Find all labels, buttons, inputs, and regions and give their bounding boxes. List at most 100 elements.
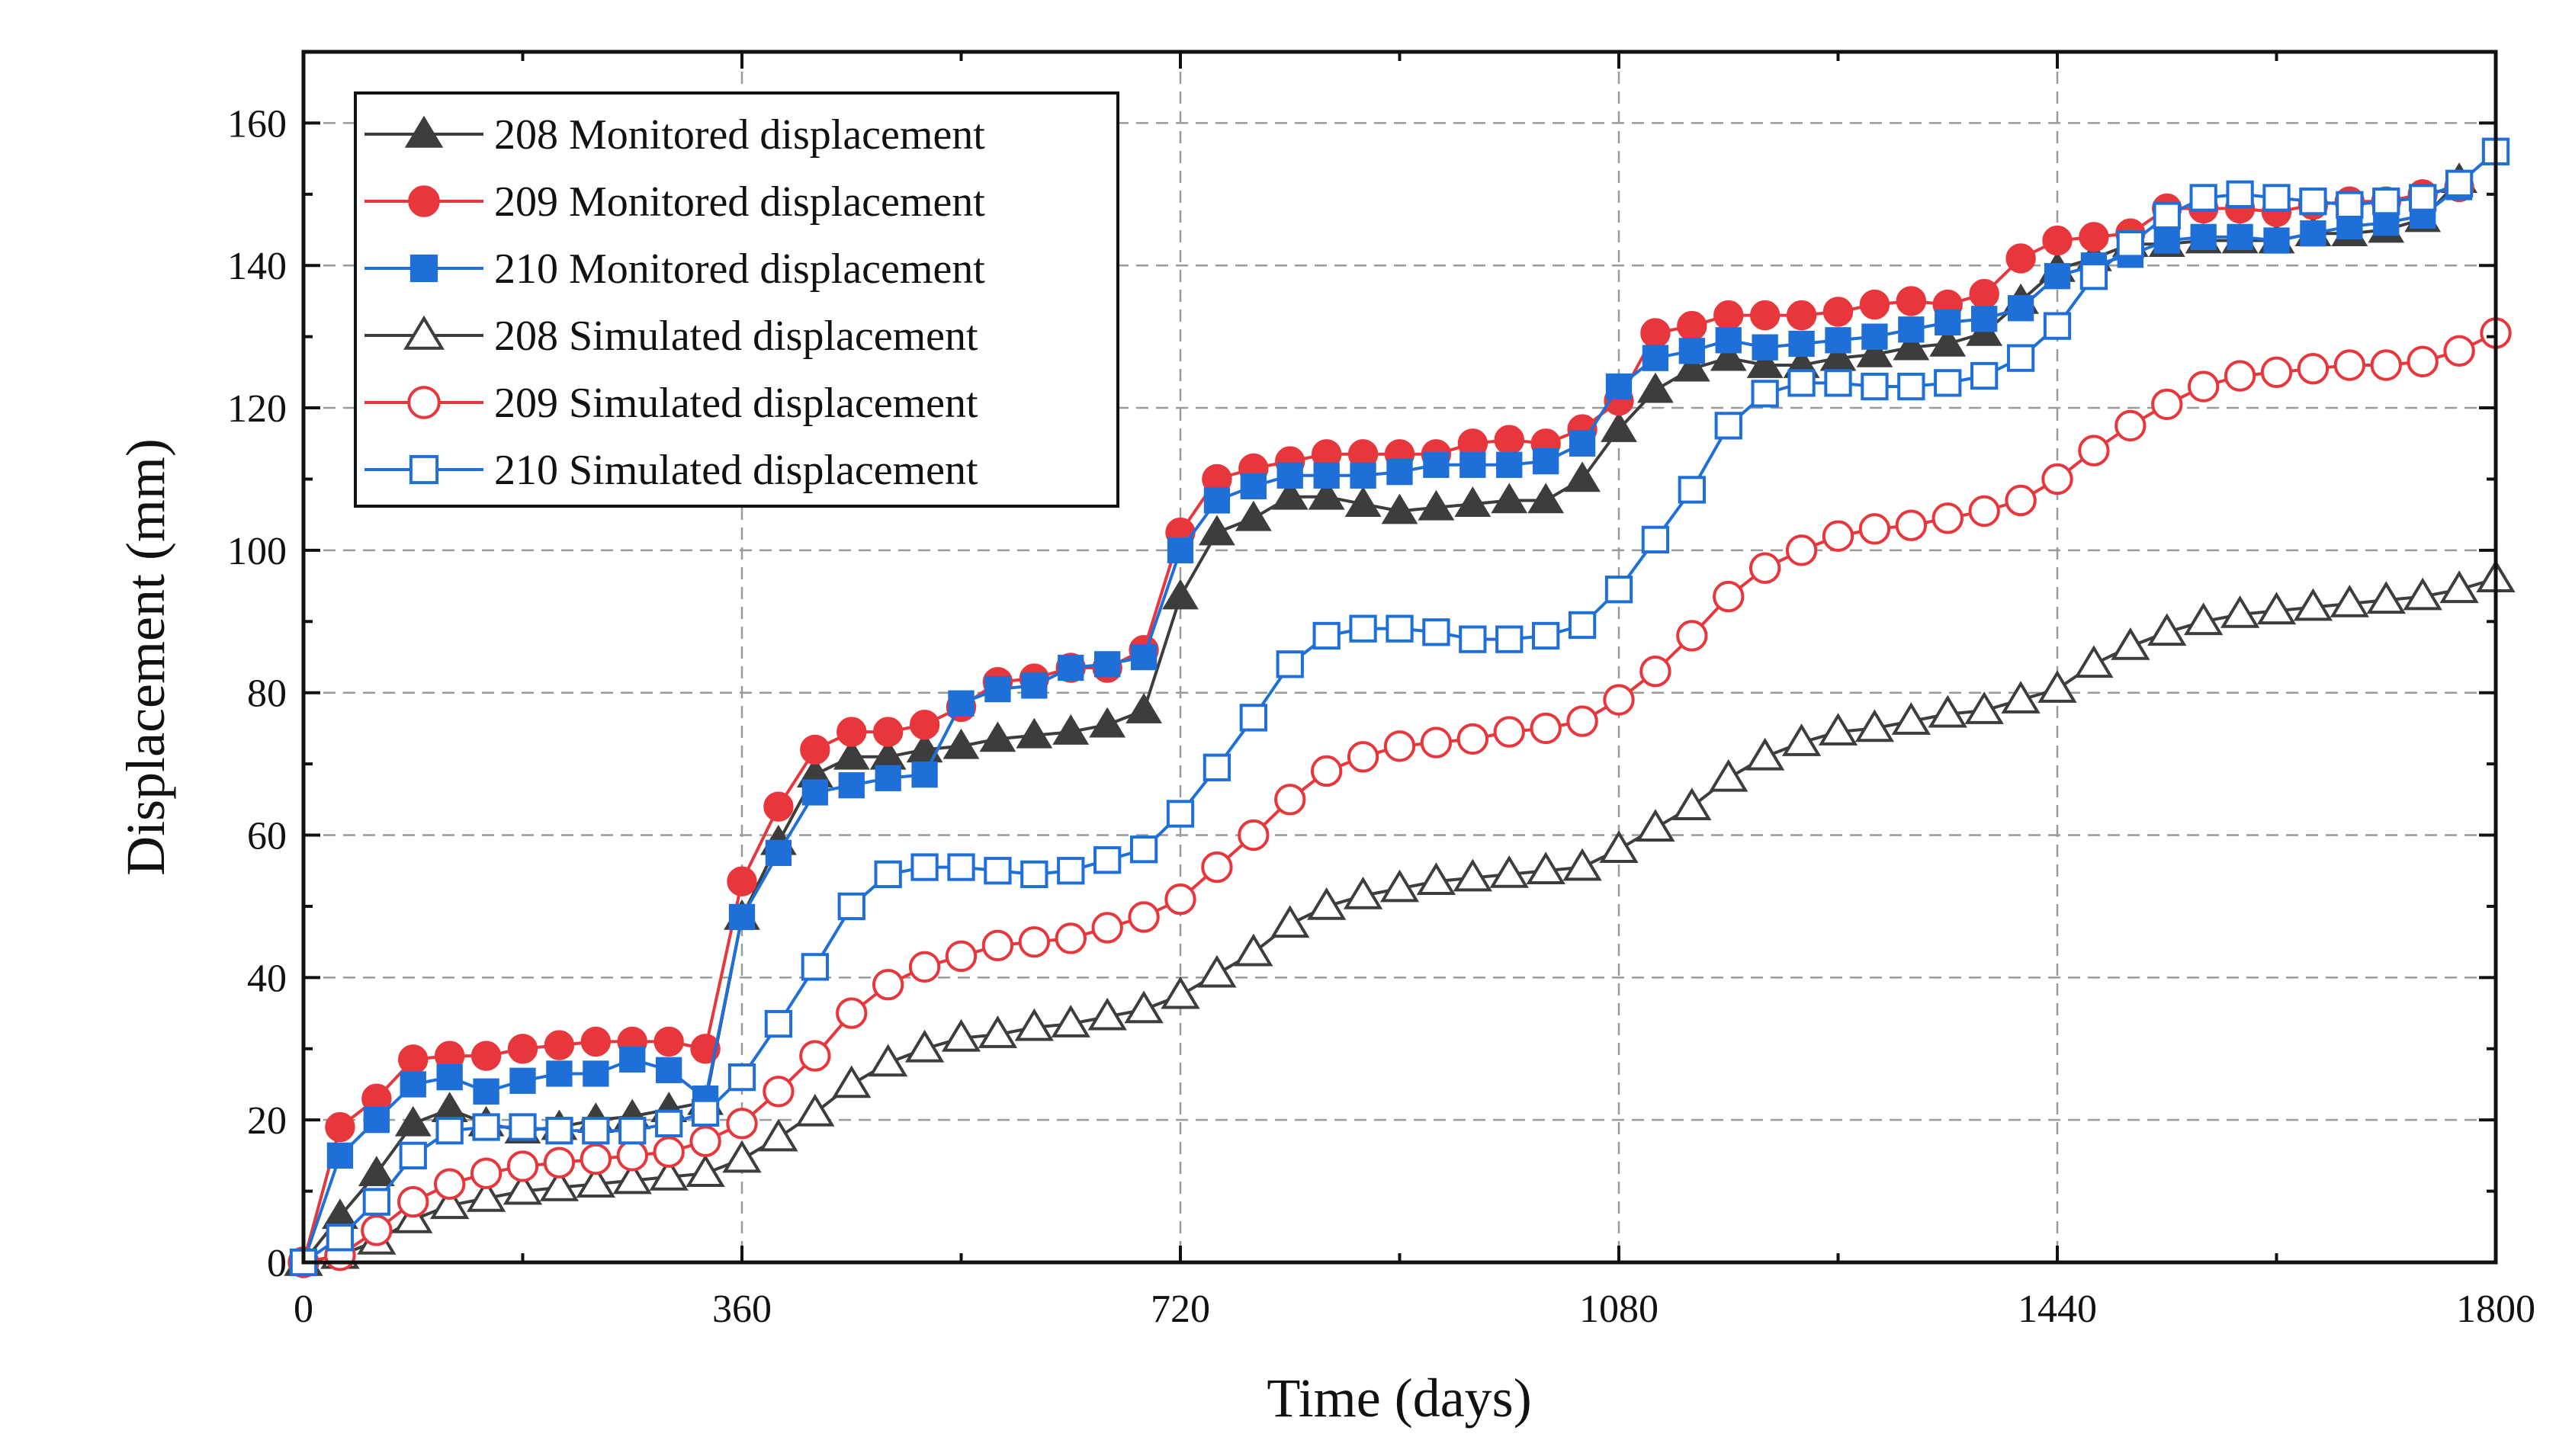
data-point — [2043, 312, 2072, 340]
data-point — [686, 1154, 725, 1188]
data-point — [466, 1179, 506, 1212]
data-point — [838, 771, 865, 799]
data-point — [1640, 318, 1671, 348]
data-point — [1713, 580, 1745, 613]
data-point — [1495, 625, 1524, 653]
data-point — [2226, 180, 2254, 208]
data-point — [1532, 621, 1560, 650]
data-point — [1235, 500, 1272, 531]
data-point — [326, 1223, 355, 1252]
data-point — [1929, 326, 1967, 357]
data-point — [1420, 726, 1453, 758]
data-point — [1014, 1008, 1054, 1041]
data-point — [1637, 372, 1674, 403]
data-point — [580, 1143, 612, 1175]
data-point — [1530, 712, 1562, 745]
data-point — [1021, 672, 1048, 699]
data-point — [795, 1093, 835, 1127]
data-point — [2445, 169, 2474, 197]
data-point — [1714, 412, 1742, 440]
data-point — [2336, 191, 2364, 219]
data-point — [436, 1063, 463, 1091]
data-point — [1642, 345, 1669, 371]
legend-label: 209 Simulated displacement — [494, 380, 978, 427]
data-point — [433, 1168, 466, 1200]
data-point — [2299, 188, 2327, 216]
data-point — [2037, 670, 2077, 703]
data-point — [1749, 300, 1781, 331]
data-point — [1824, 369, 1852, 397]
data-point — [655, 1109, 683, 1137]
data-point — [1786, 300, 1817, 331]
y-tick-label: 40 — [247, 957, 287, 1000]
data-point — [1787, 369, 1816, 397]
legend-marker — [409, 454, 439, 485]
data-point — [1569, 430, 1596, 457]
data-point — [1130, 643, 1158, 671]
data-point — [911, 761, 938, 788]
data-point — [1270, 905, 1310, 938]
data-point — [1601, 412, 1637, 442]
data-point — [509, 1067, 536, 1094]
data-point — [583, 1060, 609, 1087]
plot-series — [284, 137, 2516, 1278]
data-point — [2187, 370, 2220, 402]
legend-marker — [408, 185, 440, 217]
legend-label: 208 Simulated displacement — [494, 313, 978, 360]
data-point — [1856, 336, 1893, 367]
data-point — [1713, 300, 1744, 331]
data-point — [1203, 753, 1231, 781]
data-point — [1677, 310, 1707, 342]
x-axis-title: Time (days) — [1267, 1368, 1531, 1429]
data-point — [1166, 800, 1195, 828]
data-point — [1016, 717, 1053, 749]
data-point — [1822, 520, 1854, 552]
data-point — [2078, 435, 2110, 467]
data-point — [904, 1029, 945, 1063]
data-point — [1599, 830, 1639, 864]
data-point — [979, 721, 1016, 752]
data-point — [1605, 373, 1633, 400]
data-point — [2297, 352, 2330, 385]
data-point — [361, 1214, 393, 1246]
x-tick-label: 360 — [712, 1288, 772, 1331]
data-point — [945, 940, 978, 973]
data-point — [1898, 316, 1925, 343]
data-point — [1199, 515, 1235, 546]
data-point — [801, 779, 828, 806]
data-point — [2190, 223, 2217, 251]
data-point — [1568, 611, 1597, 640]
data-point — [400, 1071, 426, 1098]
data-point — [1276, 650, 1304, 678]
data-point — [399, 1141, 427, 1170]
data-point — [836, 997, 868, 1029]
data-point — [546, 1060, 573, 1087]
data-point — [1709, 758, 1748, 792]
data-point — [1456, 723, 1489, 755]
data-point — [1489, 855, 1529, 888]
data-point — [691, 1098, 720, 1127]
data-point — [363, 1107, 390, 1134]
data-point — [1895, 509, 1928, 541]
data-point — [1745, 737, 1785, 771]
data-point — [1274, 784, 1306, 816]
data-point — [1818, 713, 1858, 746]
data-point — [1093, 846, 1122, 874]
data-point — [2044, 263, 2071, 290]
data-point — [545, 1117, 573, 1145]
data-point — [1715, 327, 1742, 354]
data-point — [763, 1076, 795, 1108]
data-point — [909, 710, 940, 740]
data-point — [1822, 297, 1854, 327]
data-point — [2153, 227, 2180, 254]
data-point — [1197, 954, 1237, 988]
data-point — [1928, 694, 1967, 728]
data-point — [618, 1117, 647, 1145]
data-point — [908, 951, 941, 983]
data-point — [1678, 338, 1705, 364]
data-point — [689, 1125, 721, 1157]
data-point — [1459, 625, 1487, 653]
data-point — [1416, 862, 1456, 896]
data-point — [1018, 925, 1051, 958]
